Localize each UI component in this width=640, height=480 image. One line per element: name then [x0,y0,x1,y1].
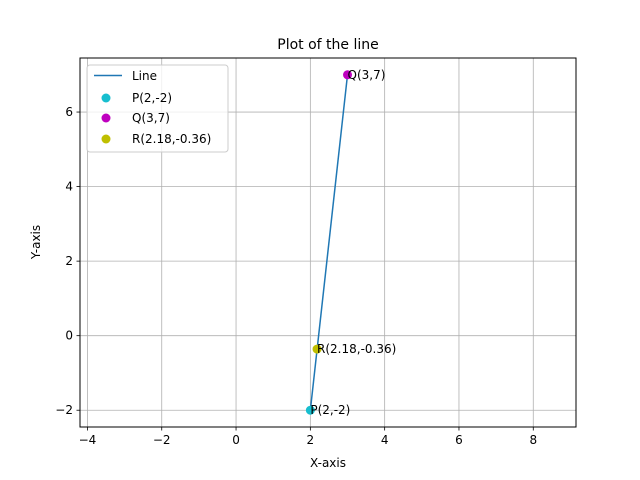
x-tick-label: −4 [79,433,97,447]
series-line [309,74,349,411]
y-tick-label: 2 [65,254,73,268]
x-tick-label: 2 [307,433,315,447]
x-tick-label: 8 [529,433,537,447]
x-tick-label: 4 [381,433,389,447]
legend-marker-q [101,113,111,123]
x-axis-ticks: −4 −2 0 2 4 6 8 [79,427,537,447]
data-point [305,405,315,415]
x-tick-label: −2 [153,433,171,447]
y-axis-label: Y-axis [29,225,43,260]
legend-label-q: Q(3,7) [132,111,170,125]
chart-title: Plot of the line [277,37,378,53]
x-tick-label: 6 [455,433,463,447]
legend-marker-r [101,134,111,144]
y-tick-label: 6 [65,105,73,119]
grid-lines [80,58,576,427]
plot-layer [305,70,353,415]
legend-marker-p [101,93,111,103]
point-annotations: P(2,-2) Q(3,7) R(2.18,-0.36) [310,68,396,417]
legend-label-line: Line [132,69,157,83]
legend-label-p: P(2,-2) [132,91,172,105]
data-point [312,344,322,354]
data-point [343,70,353,80]
point-label: R(2.18,-0.36) [317,342,396,356]
y-tick-label: 4 [65,180,73,194]
x-axis-label: X-axis [310,456,346,470]
y-tick-label: 0 [65,329,73,343]
y-axis-ticks: −2 0 2 4 6 [55,105,80,417]
y-tick-label: −2 [55,403,73,417]
legend-label-r: R(2.18,-0.36) [132,132,211,146]
x-tick-label: 0 [232,433,240,447]
point-label: P(2,-2) [310,403,350,417]
axes-frame [79,57,577,428]
point-label: Q(3,7) [348,68,386,82]
legend-box [86,64,229,153]
legend: Line P(2,-2) Q(3,7) R(2.18,-0.36) [86,64,229,153]
